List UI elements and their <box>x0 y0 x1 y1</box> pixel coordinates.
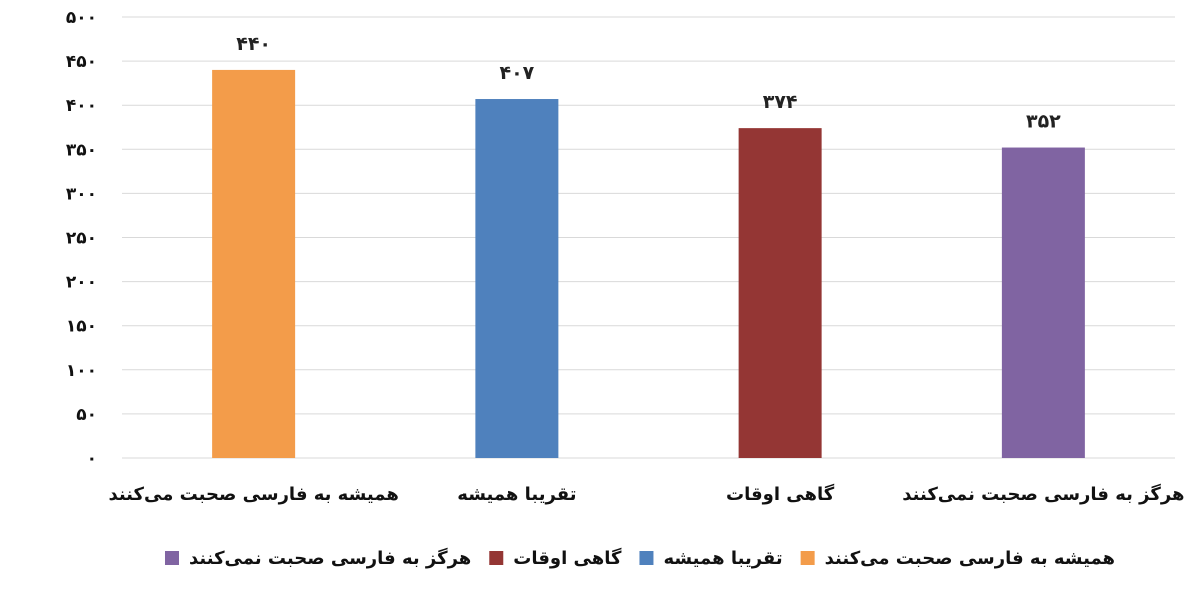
y-tick-label: ۴۰۰ <box>66 96 97 116</box>
legend-swatch <box>164 551 179 565</box>
data-labels: ۴۴۰ ۴۰۷ ۳۷۴ ۳۵۲ <box>236 33 1061 133</box>
bar <box>738 128 822 458</box>
y-tick-label: ۰ <box>87 449 97 469</box>
legend-label: همیشه به فارسی صحبت می‌کنند <box>825 548 1115 569</box>
y-tick-label: ۳۰۰ <box>66 184 97 204</box>
legend-label: تقریبا همیشه <box>663 548 782 569</box>
legend: هرگز به فارسی صحبت نمی‌کنند گاهی اوقات تقر… <box>164 547 1115 569</box>
x-tick-label: همیشه به فارسی صحبت می‌کنند <box>108 484 398 505</box>
y-axis-ticks: ۰ ۵۰ ۱۰۰ ۱۵۰ ۲۰۰ ۲۵۰ ۳۰۰ ۳۵۰ ۴۰۰ ۴۵۰ ۵۰۰ <box>66 8 97 469</box>
legend-swatch <box>639 551 654 565</box>
legend-item: تقریبا همیشه <box>639 548 783 569</box>
legend-swatch <box>800 551 815 565</box>
legend-label: گاهی اوقات <box>513 547 622 569</box>
legend-swatch <box>489 551 504 565</box>
x-tick-label: گاهی اوقات <box>726 483 835 505</box>
bar <box>212 69 296 459</box>
legend-item: همیشه به فارسی صحبت می‌کنند <box>800 548 1115 569</box>
y-tick-label: ۲۵۰ <box>66 229 97 249</box>
y-tick-label: ۴۵۰ <box>66 52 97 72</box>
data-label: ۴۰۷ <box>499 62 534 84</box>
x-tick-label: تقریبا همیشه <box>457 484 576 505</box>
legend-item: هرگز به فارسی صحبت نمی‌کنند <box>164 547 471 569</box>
x-tick-label: هرگز به فارسی صحبت نمی‌کنند <box>902 483 1184 505</box>
y-tick-label: ۵۰ <box>76 405 97 425</box>
y-tick-label: ۱۵۰ <box>66 317 97 337</box>
y-tick-label: ۲۰۰ <box>66 273 97 293</box>
y-tick-label: ۵۰۰ <box>66 8 97 28</box>
data-label: ۴۴۰ <box>236 33 271 55</box>
bar <box>475 99 559 458</box>
y-tick-label: ۱۰۰ <box>66 361 97 381</box>
gridlines <box>122 16 1175 459</box>
bars <box>212 69 1085 459</box>
y-tick-label: ۳۵۰ <box>66 140 97 160</box>
legend-item: گاهی اوقات <box>489 547 622 569</box>
x-axis-labels: همیشه به فارسی صحبت می‌کنند تقریبا همیشه گ… <box>108 483 1184 505</box>
data-label: ۳۵۲ <box>1026 111 1061 133</box>
bar <box>1001 147 1085 458</box>
legend-label: هرگز به فارسی صحبت نمی‌کنند <box>189 547 471 569</box>
data-label: ۳۷۴ <box>763 91 798 113</box>
